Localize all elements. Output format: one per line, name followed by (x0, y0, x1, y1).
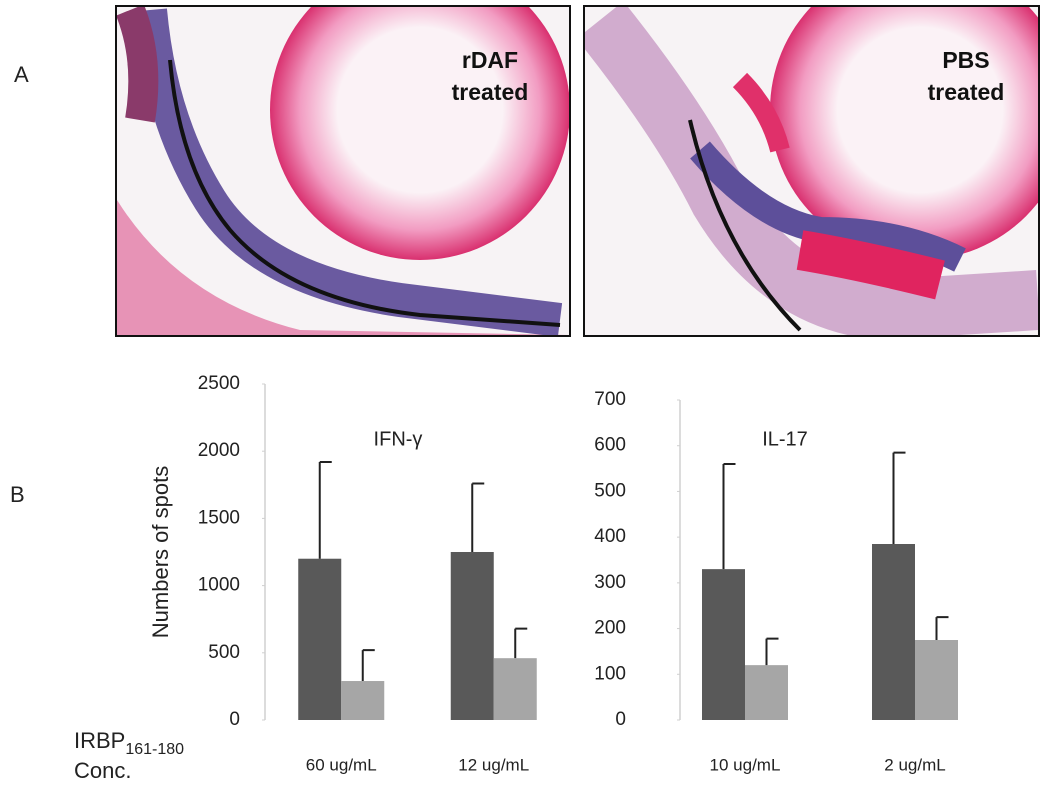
error-bar (935, 616, 949, 640)
panel-label: A (14, 62, 29, 87)
y-tick-label: 0 (615, 709, 626, 730)
y-tick-label: 1000 (198, 575, 240, 596)
irbp-label: IRBP161-180 (74, 728, 184, 758)
irbp-subscript: 161-180 (125, 741, 184, 758)
error-bar (722, 463, 736, 570)
error-bar (765, 637, 779, 666)
y-tick-label: 500 (594, 480, 626, 501)
error-bar (514, 627, 528, 659)
histology-image-right (583, 5, 1040, 337)
x-tick-label: 12 ug/mL (458, 755, 529, 774)
y-axis-label: Numbers of spots (148, 466, 173, 638)
image-label: treated (452, 79, 529, 105)
chart-title: IFN-γ (374, 428, 423, 450)
error-bar (471, 482, 485, 552)
error-bar (892, 451, 906, 544)
bar (450, 552, 494, 720)
error-bar (361, 649, 375, 682)
y-tick-label: 100 (594, 663, 626, 684)
bar (915, 640, 958, 720)
y-tick-label: 400 (594, 526, 626, 547)
x-tick-label: 2 ug/mL (884, 755, 945, 774)
image-label: treated (928, 79, 1005, 105)
image-label: rDAF (462, 47, 518, 73)
bar (341, 681, 385, 720)
y-tick-label: 700 (594, 389, 626, 410)
y-tick-label: 500 (208, 642, 240, 663)
bar (872, 544, 915, 720)
x-tick-label: 10 ug/mL (710, 755, 781, 774)
image-label: PBS (942, 47, 989, 73)
y-tick-label: 300 (594, 572, 626, 593)
bar (493, 658, 537, 720)
y-tick-label: 1500 (198, 507, 240, 528)
y-tick-label: 2500 (198, 373, 240, 394)
bar (702, 569, 745, 720)
bar (298, 558, 342, 720)
x-tick-label: 60 ug/mL (306, 755, 377, 774)
conc-label: Conc. (74, 758, 131, 783)
panel-label: B (10, 482, 25, 507)
histology-image-left (115, 5, 571, 337)
y-tick-label: 200 (594, 618, 626, 639)
chart-title: IL-17 (762, 428, 808, 450)
error-bar (318, 460, 332, 559)
irbp-text: IRBP (74, 728, 125, 753)
y-tick-label: 0 (229, 709, 240, 730)
y-tick-label: 2000 (198, 440, 240, 461)
y-tick-label: 600 (594, 435, 626, 456)
bar (745, 665, 788, 720)
